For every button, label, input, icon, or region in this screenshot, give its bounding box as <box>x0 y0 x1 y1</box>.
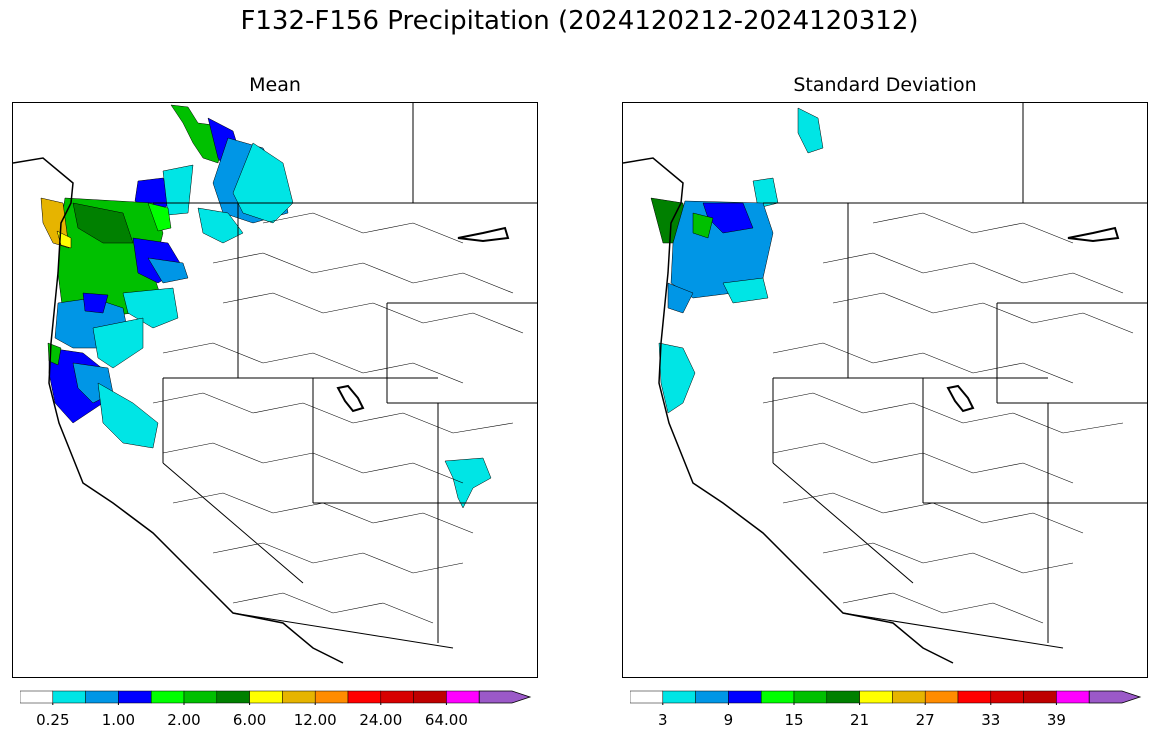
figure-title: F132-F156 Precipitation (2024120212-2024… <box>240 6 919 36</box>
stddev-montana-lake <box>1067 226 1120 243</box>
stddev-colorbar-tick-label: 21 <box>850 711 870 729</box>
mean-map <box>12 102 538 678</box>
mean-colorbar-segment <box>118 690 152 704</box>
mean-colorbar-svg <box>20 690 532 705</box>
stddev-colorbar-tick-label: 9 <box>723 711 734 729</box>
mean-colorbar-extend <box>478 690 532 704</box>
mean-state-borders <box>153 103 537 649</box>
stddev-colorbar-segment <box>892 690 926 704</box>
mean-panel-title: Mean <box>249 74 301 96</box>
stddev-colorbar-extend <box>1088 690 1142 704</box>
stddev-colorbar-segment <box>826 690 860 704</box>
stddev-colorbar-tick-label: 3 <box>658 711 668 729</box>
stddev-colorbar-segment <box>990 690 1024 704</box>
stddev-colorbar-tick-label: 27 <box>915 711 935 729</box>
mean-colorbar-segment <box>52 690 86 704</box>
stddev-colorbar-segment <box>760 690 795 704</box>
mean-colorbar-tick-label: 1.00 <box>101 711 136 729</box>
mean-colorbar-segment <box>150 690 185 704</box>
mean-colorbar-segment <box>249 690 283 704</box>
stddev-colorbar-tick-label: 33 <box>981 711 1001 729</box>
stddev-colorbar-segment <box>1023 690 1057 704</box>
mean-colorbar <box>20 689 532 705</box>
stddev-colorbar-tick-label: 39 <box>1046 711 1066 729</box>
mean-colorbar-tick-label: 12.00 <box>293 711 337 729</box>
mean-colorbar-segment <box>314 690 349 704</box>
mean-colorbar-tick-label: 6.00 <box>232 711 267 729</box>
stddev-colorbar-tick-label: 15 <box>784 711 804 729</box>
mean-colorbar-segment <box>216 690 250 704</box>
mean-colorbar-segment <box>85 690 119 704</box>
mean-colorbar-tick-label: 2.00 <box>167 711 201 729</box>
mean-colorbar-segment <box>380 690 414 704</box>
mean-colorbar-segment <box>282 690 316 704</box>
stddev-colorbar-segment <box>728 690 762 704</box>
stddev-colorbar-segment <box>695 690 729 704</box>
mean-colorbar-segment <box>347 690 382 704</box>
stddev-salt-lake <box>946 384 975 413</box>
stddev-map <box>622 102 1148 678</box>
stddev-colorbar-segment <box>924 690 959 704</box>
stddev-colorbar-segment <box>793 690 828 704</box>
stddev-colorbar-svg <box>630 690 1142 705</box>
stddev-colorbar-segment <box>662 690 696 704</box>
mean-colorbar-tick-label: 24.00 <box>359 711 403 729</box>
mean-colorbar-segment <box>183 690 218 704</box>
stddev-colorbar-segment <box>630 690 664 704</box>
stddev-state-borders <box>763 103 1147 649</box>
mean-colorbar-tick-label: 64.00 <box>424 711 468 729</box>
mean-salt-lake <box>336 384 365 413</box>
stddev-colorbar-segment <box>859 690 893 704</box>
mean-colorbar-tick-label: 0.25 <box>36 711 70 729</box>
mean-colorbar-segment <box>413 690 447 704</box>
mean-montana-lake <box>457 226 510 243</box>
mean-colorbar-segment <box>446 690 480 704</box>
mean-map-canvas <box>13 103 537 668</box>
stddev-basin-lines <box>762 212 1134 624</box>
stddev-map-canvas <box>623 103 1147 664</box>
stddev-colorbar-segment <box>957 690 992 704</box>
stddev-colorbar <box>630 689 1142 705</box>
mean-shading <box>40 104 492 509</box>
mean-colorbar-segment <box>20 690 54 704</box>
stddev-shading <box>650 107 824 414</box>
stddev-colorbar-segment <box>1056 690 1090 704</box>
stddev-panel-title: Standard Deviation <box>793 74 977 96</box>
